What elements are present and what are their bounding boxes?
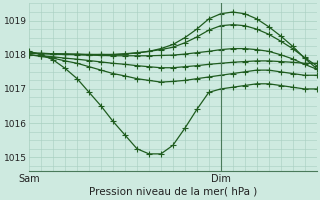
X-axis label: Pression niveau de la mer( hPa ): Pression niveau de la mer( hPa ) <box>89 187 257 197</box>
